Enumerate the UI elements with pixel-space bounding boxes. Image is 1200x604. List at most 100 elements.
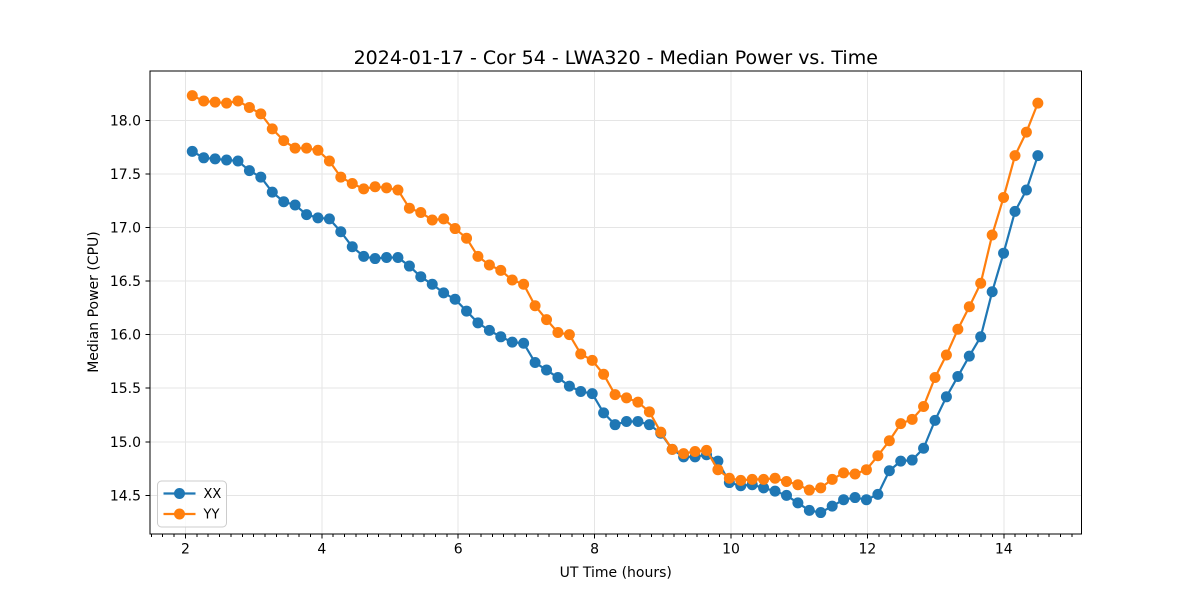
- data-point: [266, 186, 278, 198]
- data-point: [895, 455, 907, 467]
- data-point: [415, 271, 427, 283]
- data-point: [826, 473, 838, 485]
- chart-title: 2024-01-17 - Cor 54 - LWA320 - Median Po…: [354, 47, 878, 69]
- data-point: [940, 349, 952, 361]
- data-point: [438, 213, 450, 225]
- data-point: [221, 97, 233, 109]
- x-tick-label: 12: [858, 542, 876, 558]
- data-point: [963, 301, 975, 313]
- data-point: [495, 264, 507, 276]
- data-point: [209, 96, 221, 108]
- data-point: [860, 464, 872, 476]
- data-point: [632, 396, 644, 408]
- data-point: [426, 278, 438, 290]
- data-point: [678, 448, 690, 460]
- data-point: [598, 368, 610, 380]
- data-point: [278, 135, 290, 147]
- x-tick-label: 6: [454, 542, 463, 558]
- series-xx: [186, 145, 1044, 519]
- data-point: [438, 287, 450, 299]
- data-point: [940, 391, 952, 403]
- x-tick-label: 8: [590, 542, 599, 558]
- data-point: [563, 380, 575, 392]
- data-point: [198, 152, 210, 164]
- data-point: [483, 259, 495, 271]
- x-tick-label: 2: [181, 542, 190, 558]
- data-point: [735, 474, 747, 486]
- data-point: [849, 468, 861, 480]
- data-point: [609, 389, 621, 401]
- data-point: [586, 388, 598, 400]
- data-point: [815, 507, 827, 519]
- y-tick-label: 16.5: [110, 274, 141, 290]
- data-point: [232, 95, 244, 107]
- data-point: [929, 414, 941, 426]
- data-point: [518, 278, 530, 290]
- data-point: [1009, 150, 1021, 162]
- data-point: [769, 485, 781, 497]
- data-point: [289, 142, 301, 154]
- data-point: [655, 426, 667, 438]
- data-point: [449, 293, 461, 305]
- data-point: [598, 407, 610, 419]
- data-point: [323, 155, 335, 167]
- y-tick-label: 14.5: [110, 488, 141, 504]
- data-point: [369, 253, 381, 265]
- data-point: [1032, 150, 1044, 162]
- x-axis-label: UT Time (hours): [560, 565, 672, 581]
- data-point: [998, 247, 1010, 259]
- axes-ticks: [145, 119, 1073, 539]
- data-point: [381, 182, 393, 194]
- data-point: [906, 413, 918, 425]
- data-point: [232, 155, 244, 167]
- data-point: [243, 165, 255, 177]
- data-point: [186, 145, 198, 157]
- data-point: [472, 250, 484, 262]
- data-point: [243, 101, 255, 113]
- data-point: [586, 354, 598, 366]
- data-point: [883, 435, 895, 447]
- legend-item-xx: XX: [163, 487, 221, 502]
- data-point: [426, 214, 438, 226]
- data-point: [483, 324, 495, 336]
- data-point: [266, 123, 278, 135]
- data-point: [975, 331, 987, 343]
- data-point: [472, 317, 484, 329]
- data-point: [918, 400, 930, 412]
- data-point: [575, 385, 587, 397]
- data-point: [289, 199, 301, 211]
- data-point: [335, 171, 347, 183]
- series-yy: [186, 90, 1044, 496]
- series-layer: [186, 90, 1044, 519]
- data-point: [838, 494, 850, 506]
- data-point: [632, 415, 644, 427]
- data-point: [461, 305, 473, 317]
- data-point: [895, 418, 907, 430]
- x-tick-label: 10: [722, 542, 740, 558]
- data-point: [701, 444, 713, 456]
- data-point: [621, 392, 633, 404]
- legend-sample-marker: [174, 488, 185, 499]
- data-point: [403, 202, 415, 214]
- grid: [150, 71, 1082, 534]
- data-point: [1020, 184, 1032, 196]
- data-point: [381, 251, 393, 263]
- data-point: [609, 419, 621, 431]
- data-point: [255, 171, 267, 183]
- data-point: [346, 178, 358, 190]
- data-point: [221, 154, 233, 166]
- data-point: [198, 95, 210, 107]
- data-point: [792, 479, 804, 491]
- data-point: [358, 183, 370, 195]
- data-point: [1009, 205, 1021, 217]
- y-tick-label: 15.0: [110, 435, 141, 451]
- x-tick-label: 14: [995, 542, 1013, 558]
- data-point: [301, 209, 313, 221]
- data-point: [803, 504, 815, 516]
- data-point: [552, 372, 564, 384]
- data-point: [323, 213, 335, 225]
- data-point: [392, 251, 404, 263]
- data-point: [643, 419, 655, 431]
- data-point: [621, 415, 633, 427]
